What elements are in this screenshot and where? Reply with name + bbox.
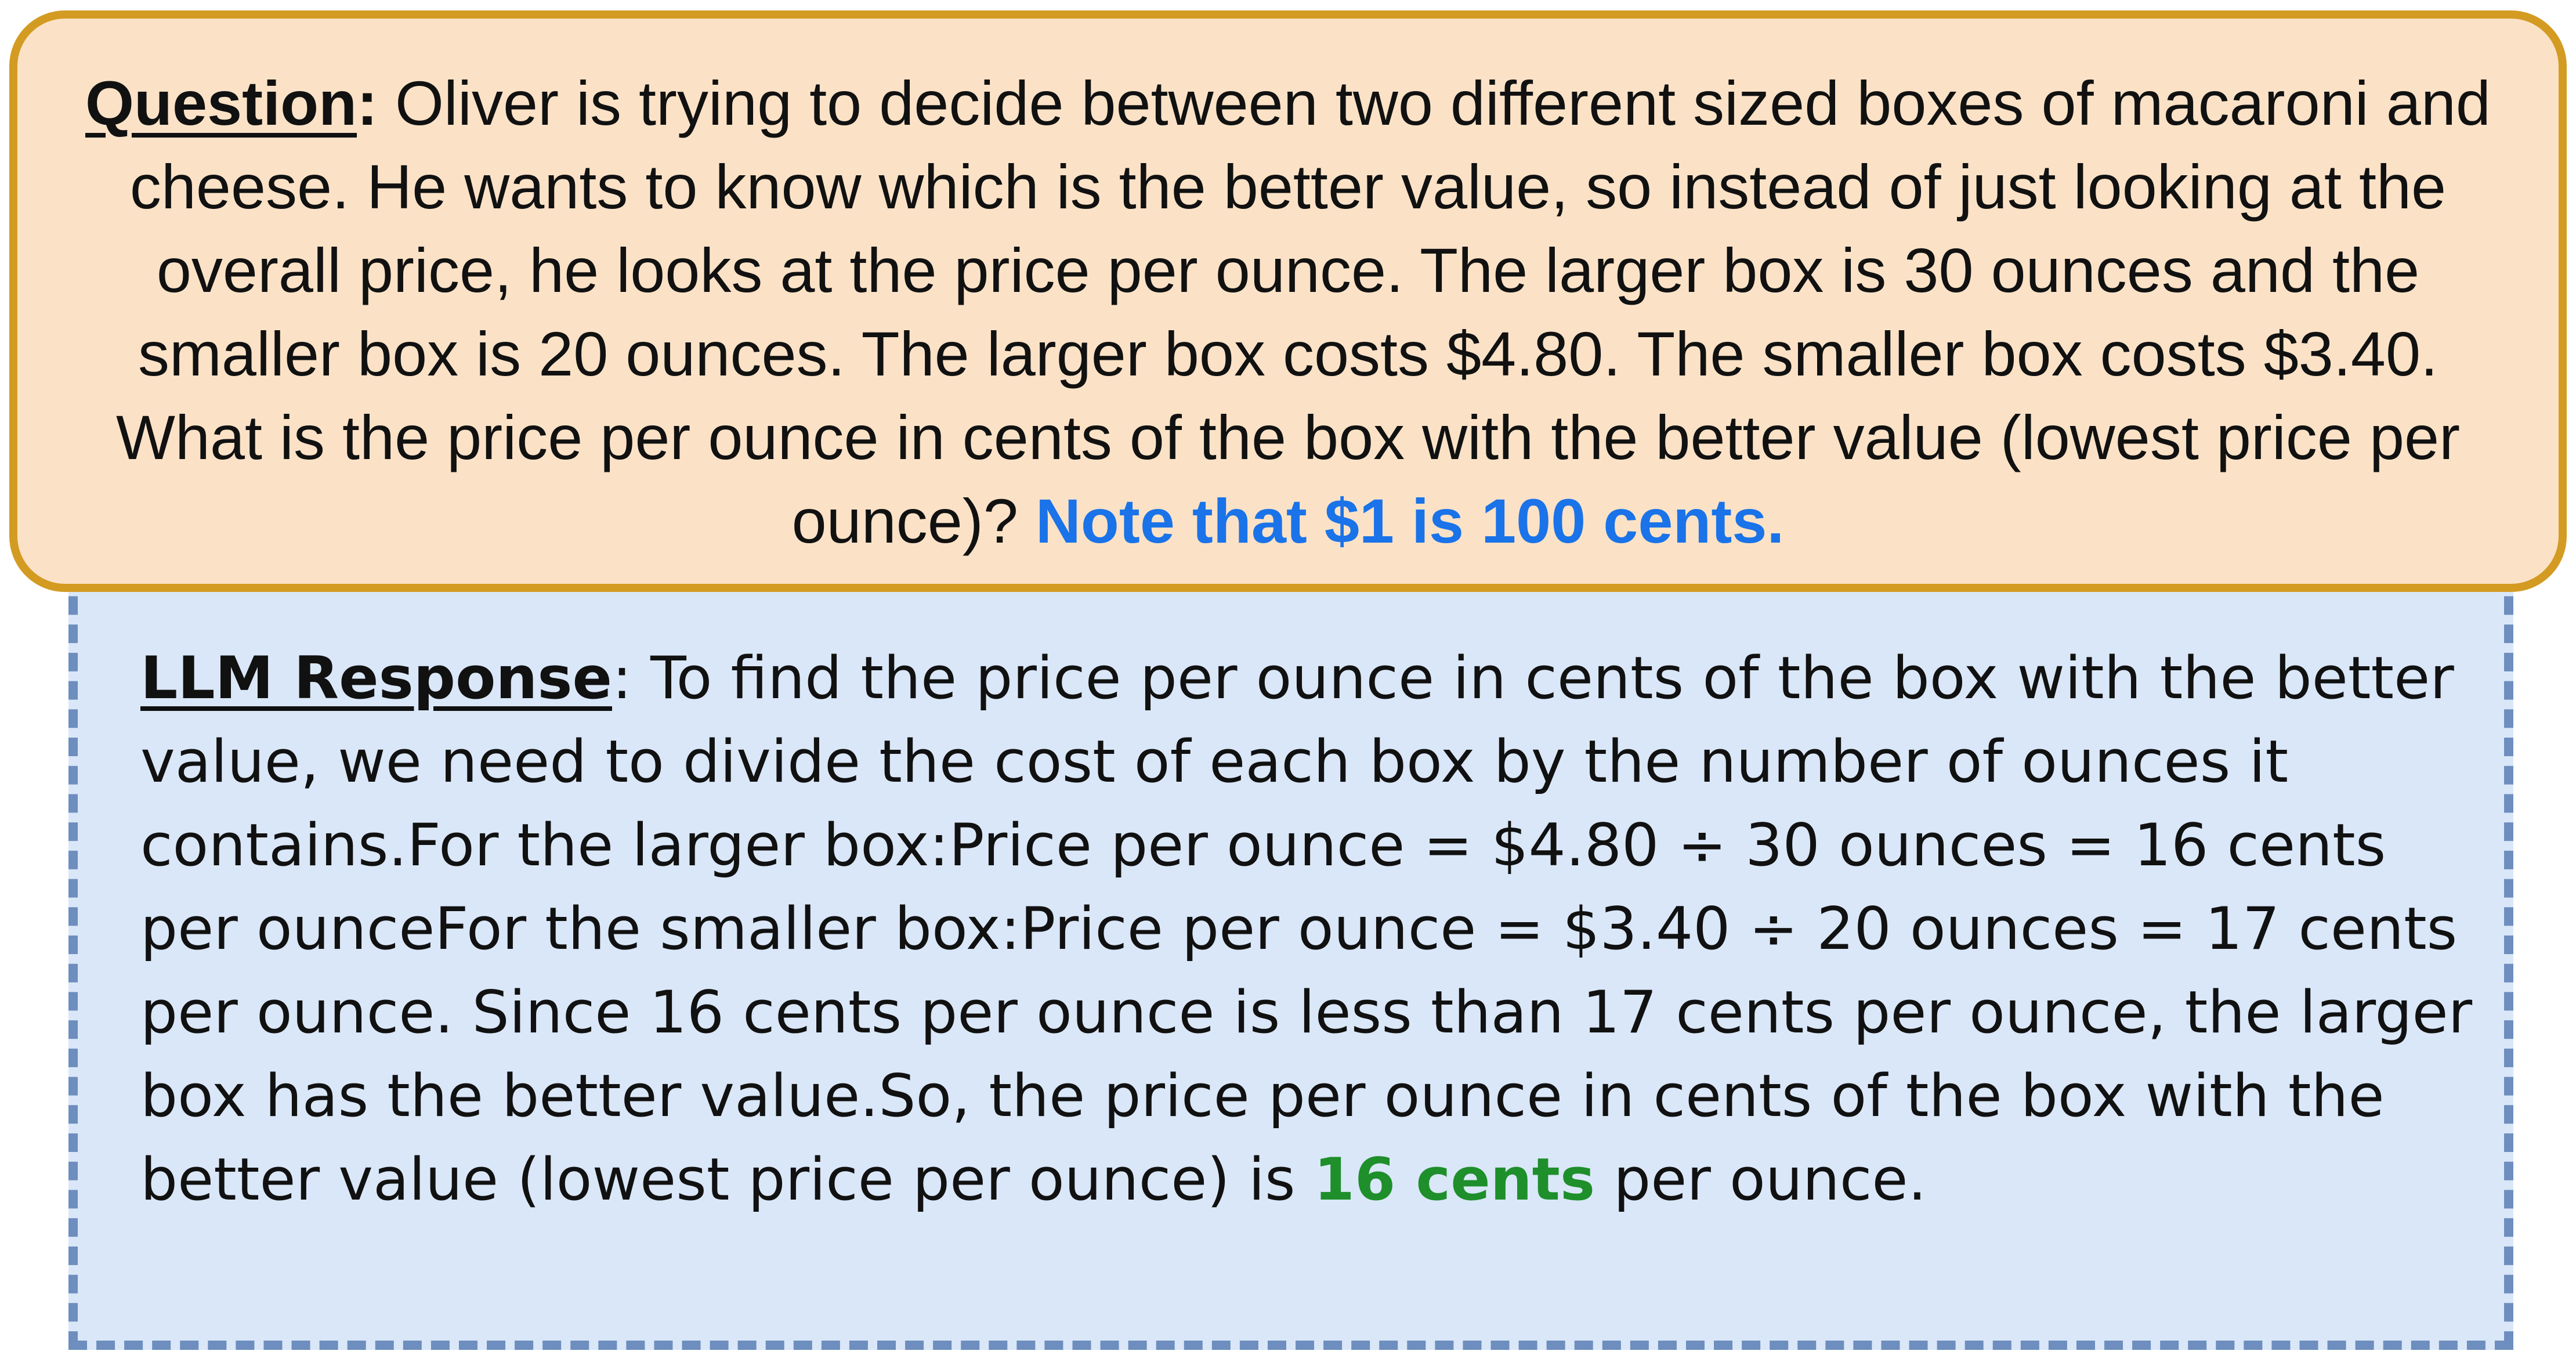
question-note: Note that $1 is 100 cents. (1035, 486, 1785, 556)
question-body: Oliver is trying to decide between two d… (115, 68, 2491, 556)
llm-response-answer: 16 cents (1314, 1145, 1595, 1213)
llm-response-tail: per ounce. (1595, 1145, 1927, 1213)
llm-response-label-separator: : (612, 644, 632, 712)
question-text: Question: Oliver is trying to decide bet… (58, 62, 2518, 563)
llm-response-text: LLM Response: To find the price per ounc… (140, 636, 2473, 1221)
question-label-separator: : (357, 68, 378, 138)
question-card: Question: Oliver is trying to decide bet… (9, 10, 2567, 592)
llm-response-body: To find the price per ounce in cents of … (140, 644, 2473, 1213)
llm-response-label: LLM Response (140, 644, 612, 712)
question-label: Question (85, 68, 357, 138)
llm-response-card: LLM Response: To find the price per ounc… (68, 540, 2513, 1350)
